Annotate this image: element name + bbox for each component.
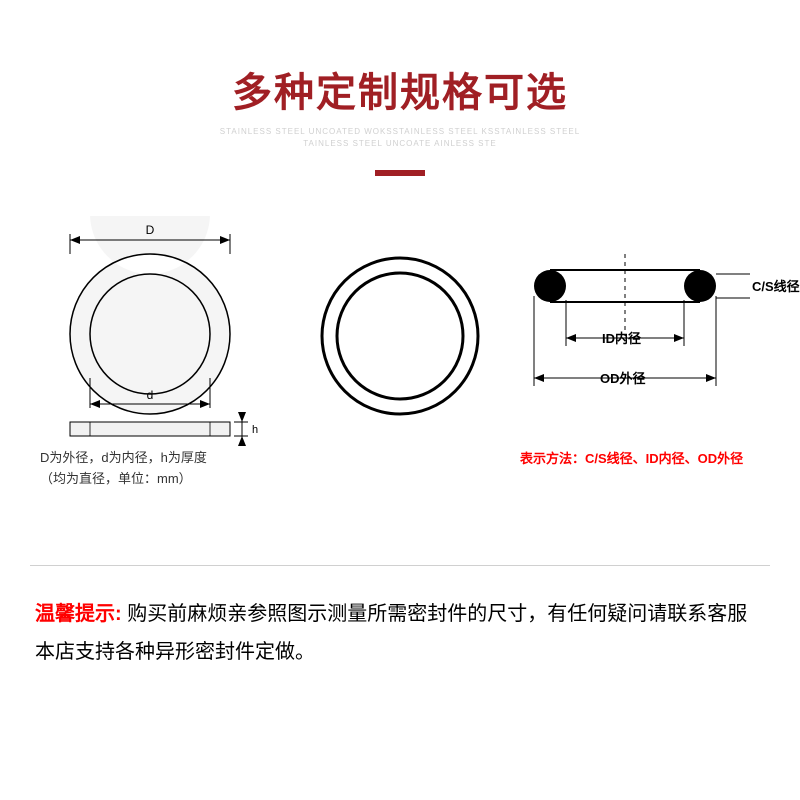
label-id: ID内径 <box>602 328 641 347</box>
accent-bar <box>375 170 425 176</box>
header: 多种定制规格可选 STAINLESS STEEL UNCOATED WOKSST… <box>0 0 800 176</box>
subtitle-line2: TAINLESS STEEL UNCOATE AINLESS STE <box>303 139 496 148</box>
diagram-left-svg: D d h <box>30 216 270 476</box>
divider-line <box>30 565 770 566</box>
note-body: 购买前麻烦亲参照图示测量所需密封件的尺寸，有任何疑问请联系客服本店支持各种异形密… <box>35 603 747 663</box>
method-prefix: 表示方法： <box>520 451 585 466</box>
subtitle: STAINLESS STEEL UNCOATED WOKSSTAINLESS S… <box>0 126 800 150</box>
method-line: 表示方法：C/S线径、ID内径、OD外径 <box>520 448 743 467</box>
caption-line2: （均为直径，单位：mm） <box>40 471 192 486</box>
diagram-middle-svg <box>310 246 490 426</box>
main-title: 多种定制规格可选 <box>0 60 800 118</box>
label-od: OD外径 <box>600 368 646 387</box>
ring-top-view <box>70 216 230 414</box>
note-block: 温馨提示: 购买前麻烦亲参照图示测量所需密封件的尺寸，有任何疑问请联系客服本店支… <box>35 595 765 671</box>
label-d: d <box>147 388 154 402</box>
label-h: h <box>252 424 258 436</box>
diagrams-row: D d h D为外径，d为内径，h为厚度 （均为直径，单位：mm） <box>0 216 800 526</box>
subtitle-line1: STAINLESS STEEL UNCOATED WOKSSTAINLESS S… <box>220 127 580 136</box>
caption-line1: D为外径，d为内径，h为厚度 <box>40 450 207 465</box>
note-prefix: 温馨提示: <box>35 603 127 625</box>
ring-side-view <box>70 422 230 436</box>
method-body: C/S线径、ID内径、OD外径 <box>585 451 743 466</box>
diagram-left-caption: D为外径，d为内径，h为厚度 （均为直径，单位：mm） <box>40 448 207 490</box>
label-cs: C/S线径 <box>752 276 800 295</box>
